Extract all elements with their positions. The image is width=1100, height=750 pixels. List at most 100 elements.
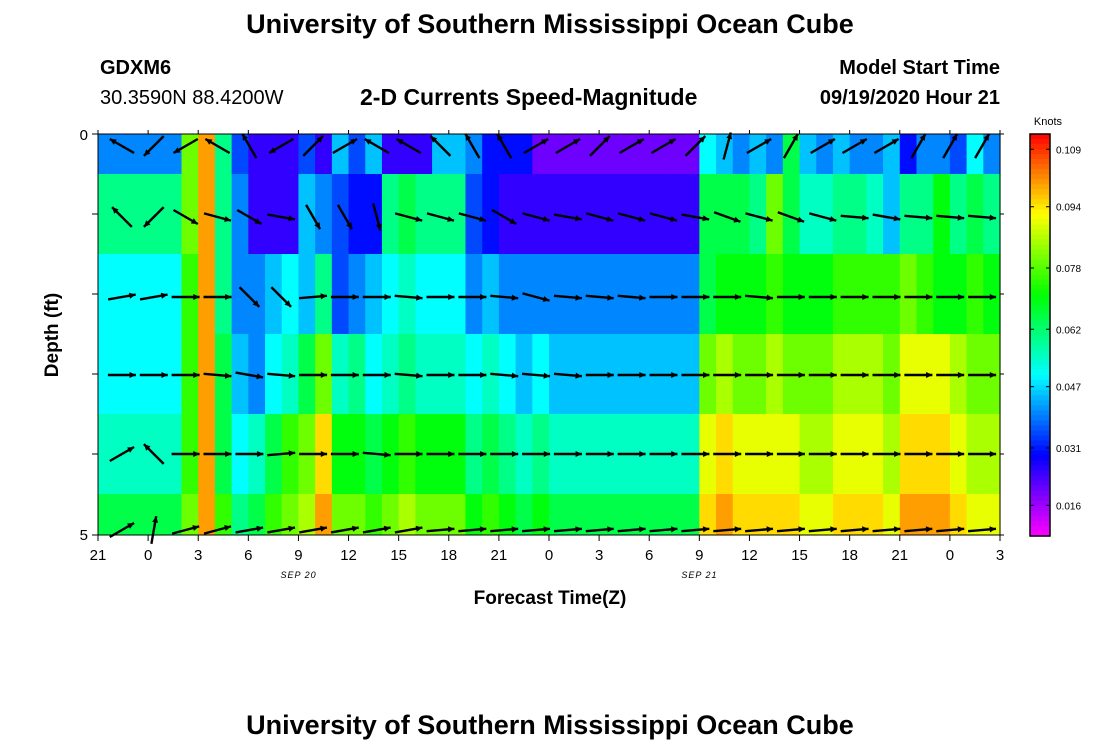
colorbar-segment [1030, 239, 1050, 246]
heatmap-cell [916, 494, 934, 535]
heatmap-cell [716, 174, 734, 254]
current-vector-arrow [109, 137, 135, 155]
current-vector-arrow [904, 451, 933, 457]
current-vector-arrow [808, 372, 837, 378]
heatmap-cell [582, 254, 600, 334]
current-vector-arrow [745, 372, 774, 378]
heatmap-cell [665, 174, 684, 254]
colorbar-segment [1030, 324, 1050, 331]
colorbar-segment [1030, 159, 1050, 165]
current-vector-arrow [589, 135, 611, 157]
current-vector-arrow [936, 526, 965, 533]
heatmap-cell [248, 134, 266, 174]
current-vector-arrow [204, 137, 231, 155]
colorbar-segment [1030, 179, 1050, 185]
colorbar-segment [1030, 370, 1050, 376]
colorbar-segment [1030, 515, 1050, 522]
current-vector-arrow [426, 451, 455, 457]
current-vector-arrow [617, 372, 646, 378]
heatmap-cell [766, 134, 784, 174]
heatmap-cell [599, 494, 617, 535]
colorbar-segment [1030, 279, 1050, 286]
heatmap-cell [649, 134, 667, 174]
heatmap-cell [749, 134, 767, 174]
x-date-label: SEP 21 [681, 570, 717, 580]
current-vector-arrow [521, 526, 551, 533]
colorbar-segment [1030, 199, 1050, 205]
current-vector-arrow [171, 372, 200, 378]
heatmap-cell [565, 494, 583, 535]
current-vector-arrow [464, 133, 481, 159]
heatmap-cell [983, 134, 1001, 174]
colorbar-tick-label: 0.016 [1056, 501, 1081, 512]
page-title-bottom: University of Southern Mississippi Ocean… [246, 710, 854, 740]
current-vector-arrow [426, 212, 455, 222]
x-tick-label: 12 [741, 547, 758, 564]
current-vector-arrow [268, 137, 294, 155]
heatmap-cell [198, 254, 216, 334]
x-date-label: SEP 20 [280, 570, 316, 580]
colorbar-segment [1030, 219, 1050, 226]
heatmap-cell [131, 174, 149, 254]
current-vector-arrow [713, 372, 742, 378]
heatmap-cell [933, 494, 951, 535]
colorbar-segment [1030, 350, 1050, 356]
current-vector-arrow [585, 294, 614, 301]
heatmap-cell [214, 334, 233, 414]
heatmap-cell [883, 174, 901, 254]
heatmap-cell [532, 334, 550, 414]
heatmap-cell [732, 134, 751, 174]
colorbar-segment [1030, 144, 1050, 150]
heatmap-cell [749, 494, 767, 535]
heatmap-cell [198, 494, 216, 535]
current-vector-arrow [713, 451, 742, 457]
current-vector-arrow [458, 212, 487, 222]
current-vector-arrow [458, 451, 487, 457]
colorbar-segment [1030, 445, 1050, 452]
heatmap-cell [198, 134, 216, 174]
heatmap-cell [699, 134, 717, 174]
current-vector-arrow [872, 213, 901, 222]
heatmap-cell [665, 134, 684, 174]
current-vector-arrow [840, 372, 869, 378]
x-tick-label: 0 [545, 547, 553, 564]
heatmap-cell [916, 134, 934, 174]
heatmap-cell [799, 334, 817, 414]
current-vector-arrow [490, 451, 519, 457]
heatmap-cell [265, 494, 283, 535]
colorbar-segment [1030, 435, 1050, 442]
x-tick-label: 3 [996, 547, 1004, 564]
current-vector-arrow [808, 526, 837, 533]
colorbar-segment [1030, 400, 1050, 406]
current-vector-arrow [111, 206, 133, 228]
current-vector-arrow [777, 211, 805, 223]
colorbar-segment [1030, 360, 1050, 366]
heatmap-cell [164, 174, 183, 254]
colorbar-segment [1030, 269, 1050, 276]
colorbar-segment [1030, 365, 1050, 371]
heatmap-cell [415, 494, 433, 535]
colorbar-segment [1030, 430, 1050, 437]
heatmap-cell [816, 254, 834, 334]
heatmap-cell [899, 134, 918, 174]
station-id: GDXM6 [100, 57, 172, 79]
heatmap-cell [298, 134, 316, 174]
colorbar-tick-label: 0.031 [1056, 444, 1081, 455]
heatmap-cell [482, 174, 500, 254]
heatmap-cell [549, 134, 567, 174]
heatmap-cell [131, 494, 149, 535]
current-vector-arrow [426, 294, 455, 300]
heatmap-cell [682, 134, 700, 174]
current-vector-arrow [936, 294, 965, 300]
heatmap-cell [782, 254, 801, 334]
colorbar-segment [1030, 204, 1050, 210]
colorbar-frame [1029, 133, 1051, 537]
heatmap-cell [799, 414, 817, 494]
current-vector-arrow [458, 372, 487, 378]
current-vector-arrow [681, 451, 710, 457]
heatmap-cell [465, 494, 483, 535]
current-vector-arrow [150, 515, 159, 545]
colorbar-segment [1030, 460, 1050, 467]
colorbar-segment [1030, 174, 1050, 180]
current-vector-arrow [330, 294, 359, 300]
